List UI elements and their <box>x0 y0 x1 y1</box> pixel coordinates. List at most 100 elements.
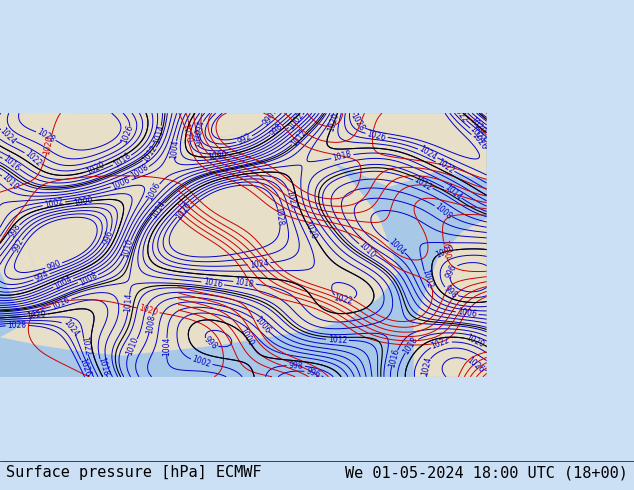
Text: 1020: 1020 <box>27 309 47 321</box>
Point <box>0 373 5 381</box>
Text: 1022: 1022 <box>435 157 455 176</box>
Text: 1020: 1020 <box>180 123 192 144</box>
Text: 1006: 1006 <box>111 175 132 192</box>
Text: 1000: 1000 <box>73 196 93 208</box>
Text: 1000: 1000 <box>207 150 228 162</box>
Text: 1014: 1014 <box>149 199 167 220</box>
Text: 992: 992 <box>236 132 253 147</box>
Text: 996: 996 <box>101 229 114 246</box>
Point <box>0 373 5 381</box>
Text: 1006: 1006 <box>456 307 477 319</box>
Text: 1018: 1018 <box>112 151 133 170</box>
Text: 994: 994 <box>195 120 207 136</box>
Text: 1006: 1006 <box>145 181 163 202</box>
Text: 1012: 1012 <box>290 128 309 148</box>
Text: 992: 992 <box>11 237 25 254</box>
Polygon shape <box>413 219 487 377</box>
Text: 1022: 1022 <box>79 336 92 357</box>
Text: 1016: 1016 <box>1 154 22 173</box>
Text: 1024: 1024 <box>420 356 433 377</box>
Text: 998: 998 <box>7 222 22 239</box>
Text: 1018: 1018 <box>402 335 420 356</box>
Text: 1020: 1020 <box>43 135 55 155</box>
Text: 1000: 1000 <box>434 244 456 260</box>
Text: 1022: 1022 <box>450 104 469 124</box>
Text: 1026: 1026 <box>77 357 92 378</box>
Text: Surface pressure [hPa] ECMWF: Surface pressure [hPa] ECMWF <box>6 465 262 480</box>
Text: 1004: 1004 <box>387 237 407 257</box>
Text: 1010: 1010 <box>125 336 141 357</box>
Text: 1026: 1026 <box>465 355 486 374</box>
Text: 1024: 1024 <box>61 318 80 338</box>
Text: 996: 996 <box>444 262 459 279</box>
Text: 1028: 1028 <box>349 112 366 133</box>
Polygon shape <box>0 113 171 324</box>
Text: 1024: 1024 <box>0 126 17 147</box>
Text: 1026: 1026 <box>120 124 136 145</box>
Text: 1022: 1022 <box>23 148 43 168</box>
Text: 1016: 1016 <box>387 348 401 368</box>
Text: 996: 996 <box>305 366 322 380</box>
Text: 1020: 1020 <box>439 240 451 260</box>
Polygon shape <box>0 113 487 187</box>
Text: 1028: 1028 <box>8 320 27 330</box>
Text: 1014: 1014 <box>152 123 165 144</box>
Text: 990: 990 <box>261 110 277 127</box>
Text: 1024: 1024 <box>468 124 488 145</box>
Text: 1000: 1000 <box>237 326 255 348</box>
Text: 1026: 1026 <box>174 200 193 220</box>
Text: 1002: 1002 <box>43 197 64 210</box>
Text: 1020: 1020 <box>302 219 318 241</box>
Text: 1018: 1018 <box>235 277 255 289</box>
Polygon shape <box>0 134 399 356</box>
Text: 1020: 1020 <box>467 115 487 135</box>
Text: 1010: 1010 <box>0 172 20 192</box>
Text: 1010: 1010 <box>120 238 134 259</box>
Text: 1014: 1014 <box>443 183 463 202</box>
Text: 1028: 1028 <box>36 127 56 145</box>
Text: 1004: 1004 <box>169 139 181 159</box>
Text: 1016: 1016 <box>51 295 72 312</box>
Text: 1026: 1026 <box>469 131 488 151</box>
Text: 1014: 1014 <box>124 293 134 313</box>
Text: 998: 998 <box>202 335 219 351</box>
Text: 994: 994 <box>33 270 50 284</box>
Text: 1012: 1012 <box>328 335 347 345</box>
Text: 1002: 1002 <box>191 355 212 369</box>
Text: 998: 998 <box>268 122 285 139</box>
Text: 1008: 1008 <box>77 270 99 287</box>
Text: 1020: 1020 <box>85 160 106 177</box>
Text: 1002: 1002 <box>287 111 306 131</box>
Point <box>0 373 5 381</box>
Text: 1018: 1018 <box>332 150 353 163</box>
Text: 1028: 1028 <box>274 206 285 226</box>
Text: 1012: 1012 <box>413 175 434 193</box>
Text: 1006: 1006 <box>252 315 271 336</box>
Text: 998: 998 <box>442 284 459 300</box>
Text: 1018: 1018 <box>96 356 110 377</box>
Text: 1022: 1022 <box>430 336 451 351</box>
Text: 990: 990 <box>45 259 62 273</box>
Text: 996: 996 <box>190 132 201 147</box>
Text: 1024: 1024 <box>417 145 439 162</box>
Text: 1024: 1024 <box>249 258 269 270</box>
Text: 1008: 1008 <box>129 162 150 181</box>
Text: 1008: 1008 <box>145 314 157 334</box>
Text: 1020: 1020 <box>138 303 159 318</box>
Text: 1026: 1026 <box>366 129 387 142</box>
Text: 1016: 1016 <box>202 277 223 290</box>
Text: 1012: 1012 <box>141 144 160 165</box>
Text: 1022: 1022 <box>285 189 298 210</box>
Text: 998: 998 <box>288 361 303 370</box>
Text: 1004: 1004 <box>162 337 171 356</box>
Text: 1002: 1002 <box>420 269 434 289</box>
Text: 1008: 1008 <box>433 201 453 221</box>
Text: 1022: 1022 <box>333 294 354 306</box>
Text: 1020: 1020 <box>327 112 341 133</box>
Text: 1010: 1010 <box>357 240 377 260</box>
Point <box>0 373 5 381</box>
Text: We 01-05-2024 18:00 UTC (18+00): We 01-05-2024 18:00 UTC (18+00) <box>345 465 628 480</box>
Text: 1020: 1020 <box>465 333 486 349</box>
Point <box>0 373 5 381</box>
Text: 1004: 1004 <box>53 274 74 292</box>
